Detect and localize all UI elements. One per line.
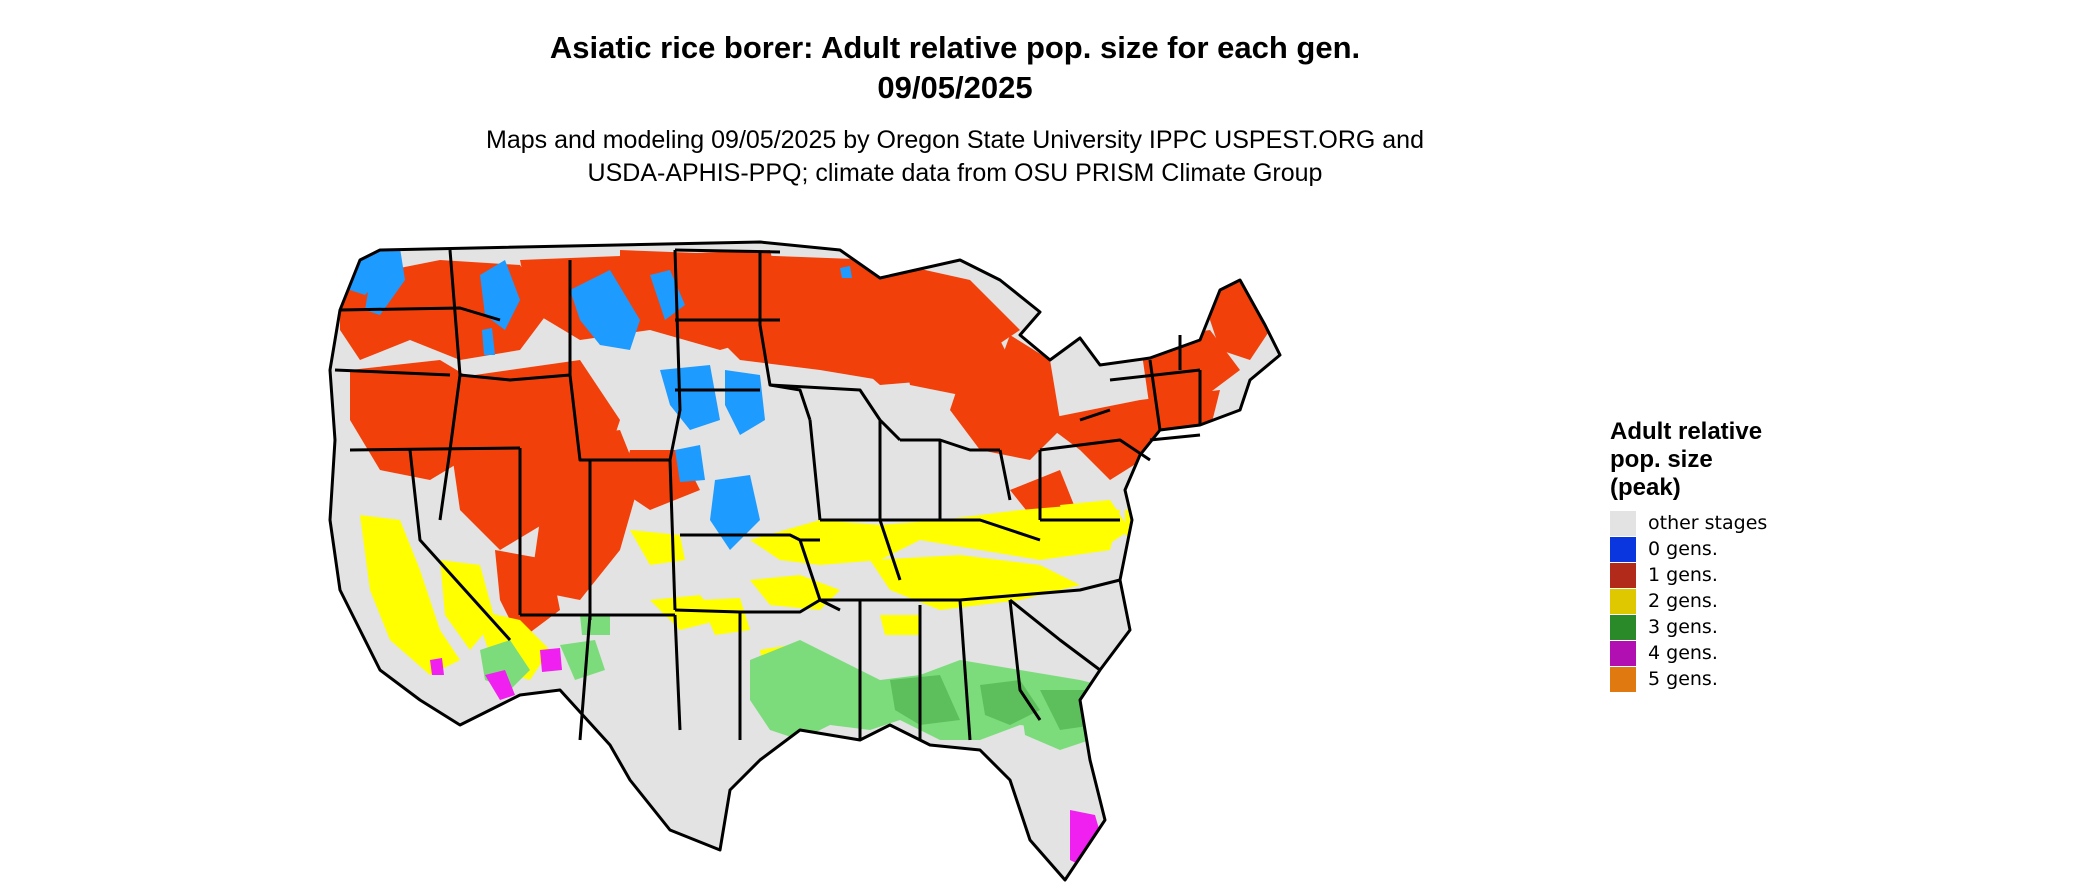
legend-item-0-gens: 0 gens.: [1610, 536, 1810, 562]
legend-label: 4 gens.: [1648, 642, 1718, 664]
region-3-gen-dense: [890, 675, 1095, 730]
legend-swatch: [1610, 588, 1636, 614]
legend-item-5-gens: 5 gens.: [1610, 666, 1810, 692]
legend-label: other stages: [1648, 512, 1768, 534]
legend-item-1-gens: 1 gens.: [1610, 562, 1810, 588]
legend-swatch: [1610, 614, 1636, 640]
legend-swatch: [1610, 640, 1636, 666]
map-date: 09/05/2025: [877, 70, 1033, 105]
legend-item-2-gens: 2 gens.: [1610, 588, 1810, 614]
legend-label: 5 gens.: [1648, 668, 1718, 690]
legend-title-line2: pop. size: [1610, 446, 1713, 473]
us-generation-map: [328, 240, 1282, 882]
legend-title-line1: Adult relative: [1610, 418, 1763, 445]
legend-swatch: [1610, 536, 1636, 562]
legend-item-other-stages: other stages: [1610, 510, 1810, 536]
state-borders: [328, 240, 1282, 882]
legend-swatch: [1610, 666, 1636, 692]
legend-item-4-gens: 4 gens.: [1610, 640, 1810, 666]
legend-label: 0 gens.: [1648, 538, 1718, 560]
legend-title-line3: (peak): [1610, 474, 1681, 501]
legend-item-3-gens: 3 gens.: [1610, 614, 1810, 640]
legend: Adult relative pop. size (peak) other st…: [1610, 418, 1810, 692]
legend-label: 1 gens.: [1648, 564, 1718, 586]
legend-title: Adult relative pop. size (peak): [1610, 418, 1810, 502]
legend-label: 2 gens.: [1648, 590, 1718, 612]
map-credits-line2: USDA-APHIS-PPQ; climate data from OSU PR…: [587, 159, 1323, 187]
legend-swatch: [1610, 562, 1636, 588]
region-2-gen: [360, 500, 1150, 680]
legend-label: 3 gens.: [1648, 616, 1718, 638]
map-title: Asiatic rice borer: Adult relative pop. …: [549, 30, 1361, 65]
map-credits-line1: Maps and modeling 09/05/2025 by Oregon S…: [486, 126, 1424, 154]
legend-swatch: [1610, 510, 1636, 536]
